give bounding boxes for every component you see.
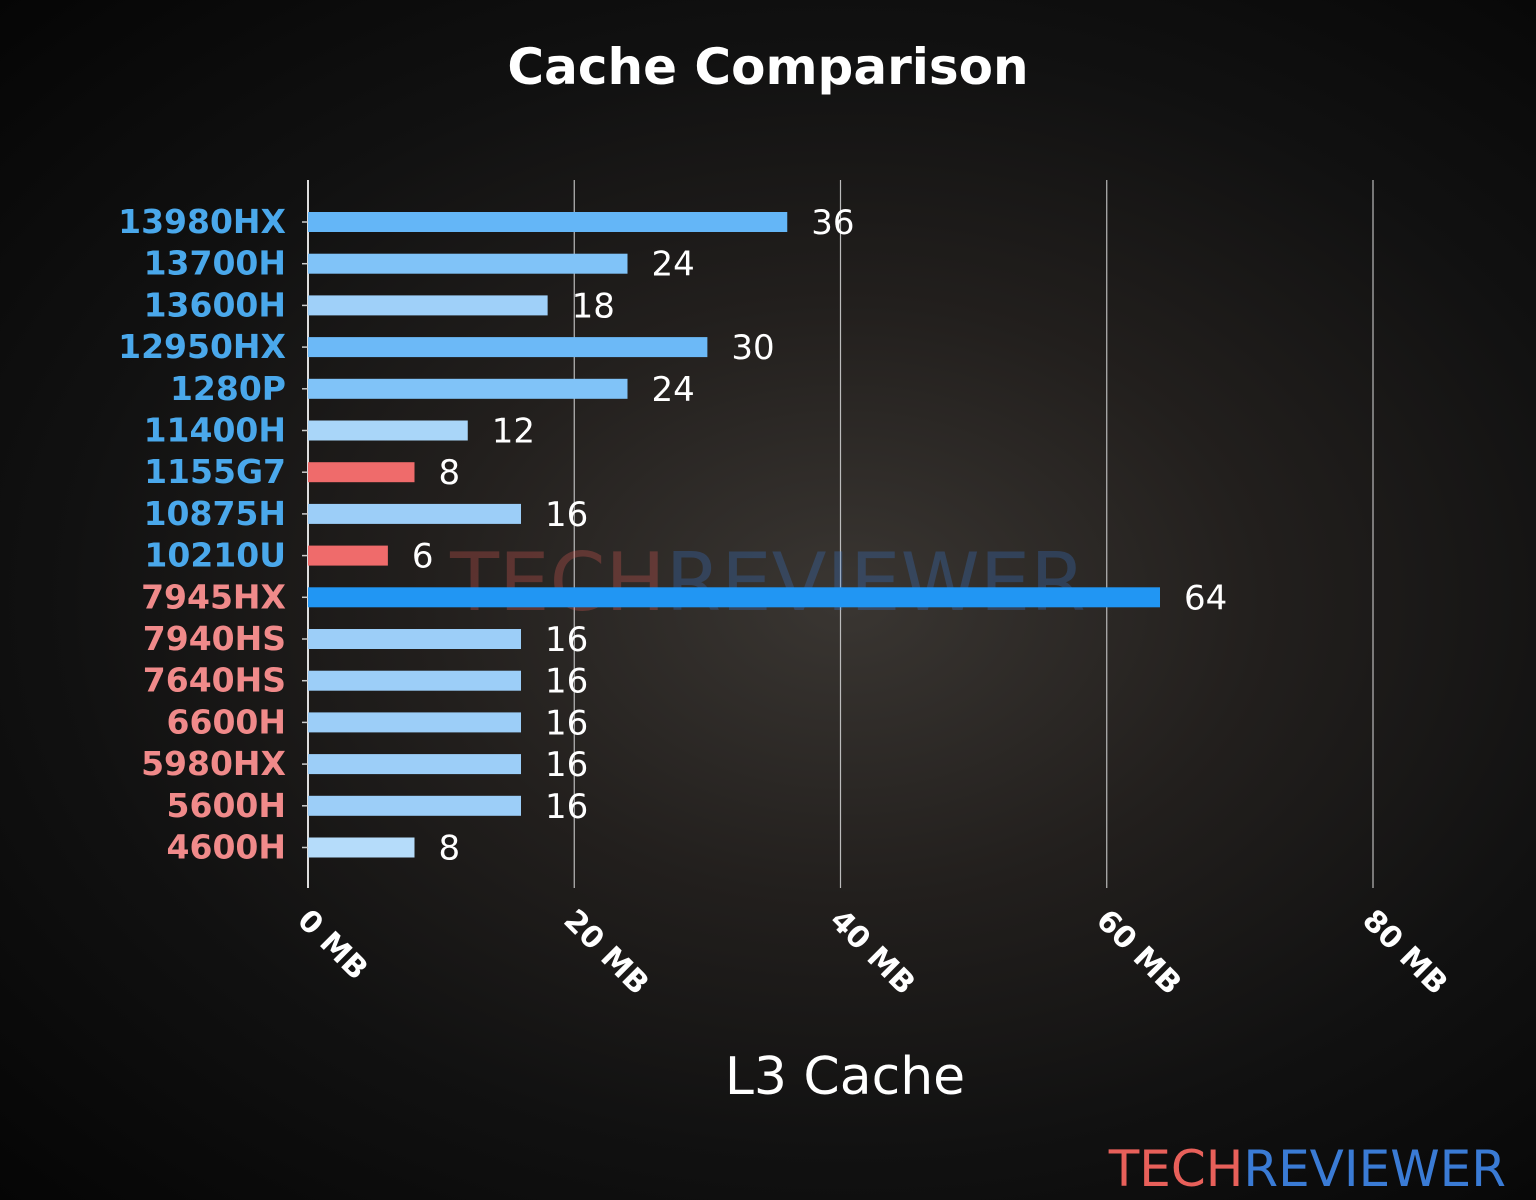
- category-label: 11400H: [144, 411, 286, 450]
- x-tick-label: 0 MB: [290, 903, 374, 987]
- data-label: 64: [1184, 578, 1227, 618]
- bar: [308, 629, 521, 649]
- data-label: 12: [492, 412, 535, 452]
- bar: [308, 795, 521, 816]
- watermark-logo: TECHREVIEWER: [1108, 1140, 1506, 1198]
- x-tick-label: 60 MB: [1089, 903, 1188, 1002]
- bar: [308, 420, 468, 441]
- bar: [308, 253, 628, 274]
- category-label: 7945HX: [141, 577, 286, 616]
- x-tick-label: 20 MB: [557, 903, 656, 1002]
- bar: [308, 462, 415, 483]
- x-tick-label: 40 MB: [823, 903, 922, 1002]
- data-label: 16: [545, 745, 588, 785]
- data-label: 8: [439, 829, 461, 869]
- data-label: 36: [811, 203, 854, 243]
- category-label: 10875H: [144, 494, 286, 533]
- data-label: 18: [572, 286, 615, 326]
- data-label: 16: [545, 662, 588, 702]
- data-label: 6: [412, 537, 434, 577]
- category-label: 5980HX: [141, 744, 286, 783]
- category-label: 1280P: [170, 369, 286, 408]
- bar: [308, 378, 628, 399]
- watermark-center: TECHREVIEWER: [449, 536, 1086, 629]
- data-label: 16: [545, 787, 588, 827]
- bar: [308, 837, 415, 858]
- category-label: 13700H: [144, 244, 286, 283]
- data-label: 24: [652, 245, 695, 285]
- bar: [308, 754, 521, 775]
- x-axis-label: L3 Cache: [725, 1047, 965, 1107]
- bar: [308, 587, 1160, 608]
- category-label: 10210U: [144, 536, 286, 575]
- data-label: 16: [545, 495, 588, 535]
- x-tick-label: 80 MB: [1355, 903, 1454, 1002]
- category-label: 7640HS: [143, 661, 286, 700]
- category-label: 5600H: [167, 786, 286, 825]
- data-label: 8: [439, 453, 461, 493]
- bar: [308, 503, 521, 524]
- bar: [308, 712, 521, 733]
- category-label: 6600H: [167, 702, 286, 741]
- bar: [308, 670, 521, 691]
- chart-title: Cache Comparison: [507, 38, 1028, 96]
- category-label: 1155G7: [144, 452, 286, 491]
- data-label: 30: [731, 328, 774, 368]
- data-label: 16: [545, 703, 588, 743]
- data-label: 24: [652, 370, 695, 410]
- data-label: 16: [545, 620, 588, 660]
- category-label: 4600H: [167, 828, 286, 867]
- category-label: 13980HX: [118, 202, 286, 241]
- category-label: 12950HX: [118, 327, 286, 366]
- category-label: 13600H: [144, 285, 286, 324]
- bar: [308, 295, 548, 316]
- bar: [308, 212, 788, 232]
- bar: [308, 545, 388, 566]
- bar: [308, 337, 708, 358]
- category-label: 7940HS: [143, 619, 286, 658]
